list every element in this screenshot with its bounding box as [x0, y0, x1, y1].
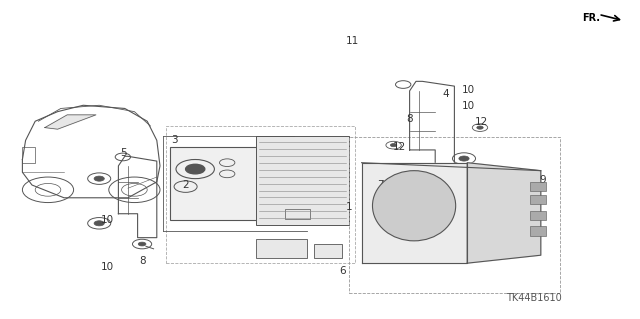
Circle shape: [138, 242, 146, 246]
Text: 2: 2: [182, 180, 189, 190]
Bar: [256, 136, 349, 225]
Text: 10: 10: [462, 101, 476, 111]
Bar: [530, 195, 546, 204]
Bar: [285, 209, 310, 219]
Text: 10: 10: [100, 215, 114, 225]
Circle shape: [390, 144, 397, 147]
Text: 10: 10: [100, 262, 114, 272]
Bar: [530, 211, 546, 220]
Bar: [256, 239, 307, 258]
Text: 6: 6: [339, 265, 346, 276]
Text: 7: 7: [378, 180, 384, 190]
Circle shape: [94, 176, 104, 181]
Text: 12: 12: [475, 117, 488, 127]
Bar: [349, 137, 560, 293]
Text: 11: 11: [346, 36, 359, 46]
Text: 4: 4: [443, 89, 449, 99]
Text: 10: 10: [462, 85, 476, 95]
Text: 3: 3: [172, 135, 178, 145]
Text: 1: 1: [346, 202, 352, 212]
Polygon shape: [467, 163, 541, 263]
Bar: [314, 244, 342, 258]
Circle shape: [94, 221, 104, 226]
Text: TK44B1610: TK44B1610: [506, 293, 563, 303]
Polygon shape: [362, 163, 467, 263]
Text: FR.: FR.: [582, 12, 600, 23]
Text: 5: 5: [120, 148, 127, 158]
Text: 8: 8: [406, 114, 413, 124]
Circle shape: [477, 126, 483, 129]
Circle shape: [459, 156, 469, 161]
Circle shape: [186, 164, 205, 174]
Bar: [170, 147, 285, 220]
Bar: [166, 126, 355, 263]
Bar: [530, 182, 546, 191]
Text: 12: 12: [392, 142, 406, 152]
Text: 9: 9: [540, 175, 546, 185]
Bar: [530, 226, 546, 236]
Bar: [22, 147, 35, 163]
Circle shape: [459, 171, 469, 176]
Ellipse shape: [372, 171, 456, 241]
Polygon shape: [45, 115, 96, 129]
Text: 8: 8: [140, 256, 146, 266]
